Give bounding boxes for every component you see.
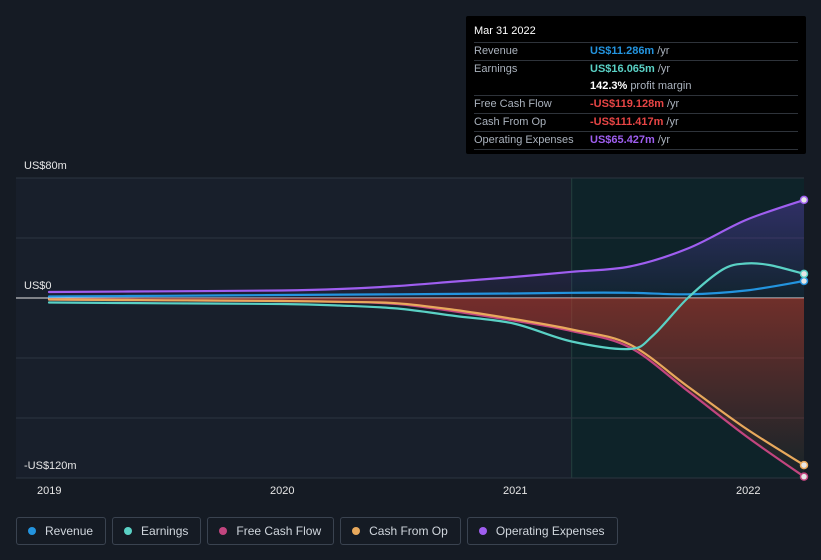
- legend-dot-icon: [219, 527, 228, 535]
- free-cash-flow-end-point: [799, 472, 809, 481]
- tooltip-unit: /yr: [657, 63, 671, 75]
- line-chart: [16, 177, 809, 481]
- legend-item-free-cash-flow[interactable]: Free Cash Flow: [207, 517, 335, 545]
- tooltip-unit: /yr: [667, 98, 680, 110]
- operating-expenses-line: [47, 198, 806, 294]
- y-axis-zero-label: US$0: [24, 280, 52, 292]
- tooltip-value: US$11.286m: [590, 45, 655, 57]
- legend-dot-icon: [478, 527, 487, 535]
- tooltip-unit: /yr: [657, 134, 671, 146]
- tooltip-label: Earnings: [474, 63, 518, 75]
- x-axis-label-2021: 2021: [503, 485, 528, 497]
- legend-item-cash-from-op[interactable]: Cash From Op: [340, 517, 461, 545]
- revenue-end-point: [799, 276, 809, 286]
- legend-label: Revenue: [45, 524, 94, 538]
- tooltip-row-cash-from-op: Cash From Op -US$111.417m /yr: [474, 114, 798, 132]
- legend-dot-icon: [28, 527, 36, 535]
- tooltip-row-free-cash-flow: Free Cash Flow -US$119.128m /yr: [474, 96, 798, 114]
- earnings-line: [47, 262, 806, 351]
- data-tooltip: Mar 31 2022 Revenue US$11.286m /yr Earni…: [466, 16, 806, 154]
- free-cash-flow-area: [49, 298, 804, 477]
- tooltip-row-operating-expenses: Operating Expenses US$65.427m /yr: [474, 132, 798, 150]
- tooltip-unit: /yr: [657, 45, 670, 57]
- legend-label: Free Cash Flow: [236, 524, 322, 538]
- legend-item-earnings[interactable]: Earnings: [112, 517, 202, 545]
- tooltip-value: -US$111.417m: [590, 116, 664, 128]
- x-axis-label-2020: 2020: [270, 485, 295, 497]
- tooltip-value: -US$119.128m: [590, 98, 664, 110]
- y-axis-top-label: US$80m: [24, 160, 67, 172]
- tooltip-value: US$65.427m: [590, 134, 655, 146]
- operating-expenses-end-point: [799, 195, 809, 205]
- tooltip-value: 142.3%: [590, 80, 628, 92]
- tooltip-label: Operating Expenses: [474, 134, 574, 146]
- legend-item-revenue[interactable]: Revenue: [16, 517, 107, 545]
- tooltip-label: Cash From Op: [474, 116, 547, 128]
- tooltip-row-profit-margin: 142.3% profit margin: [474, 78, 798, 96]
- revenue-line: [47, 279, 806, 298]
- cash-from-op-end-point: [799, 460, 809, 470]
- tooltip-row-earnings: Earnings US$16.065m /yr: [474, 61, 798, 78]
- x-axis-label-2022: 2022: [736, 485, 761, 497]
- legend-label: Earnings: [141, 524, 189, 538]
- tooltip-label: Revenue: [474, 45, 519, 57]
- tooltip-value: US$16.065m: [590, 63, 655, 75]
- tooltip-label: [474, 78, 590, 95]
- y-axis-bottom-label: -US$120m: [24, 460, 77, 472]
- x-axis-label-2019: 2019: [37, 485, 62, 497]
- tooltip-row-revenue: Revenue US$11.286m /yr: [474, 43, 798, 61]
- tooltip-unit: /yr: [666, 116, 679, 128]
- legend-label: Operating Expenses: [495, 524, 605, 538]
- tooltip-label: Free Cash Flow: [474, 98, 552, 110]
- legend-dot-icon: [352, 527, 361, 535]
- earnings-end-point: [799, 269, 809, 279]
- legend-label: Cash From Op: [369, 524, 448, 538]
- cash-from-op-line: [47, 298, 806, 467]
- tooltip-unit: profit margin: [630, 80, 692, 92]
- operating-expenses-area: [49, 199, 804, 298]
- chart-legend: Revenue Earnings Free Cash Flow Cash Fro…: [16, 517, 624, 545]
- legend-dot-icon: [124, 527, 133, 535]
- legend-item-operating-expenses[interactable]: Operating Expenses: [466, 517, 618, 545]
- tooltip-date: Mar 31 2022: [474, 24, 798, 43]
